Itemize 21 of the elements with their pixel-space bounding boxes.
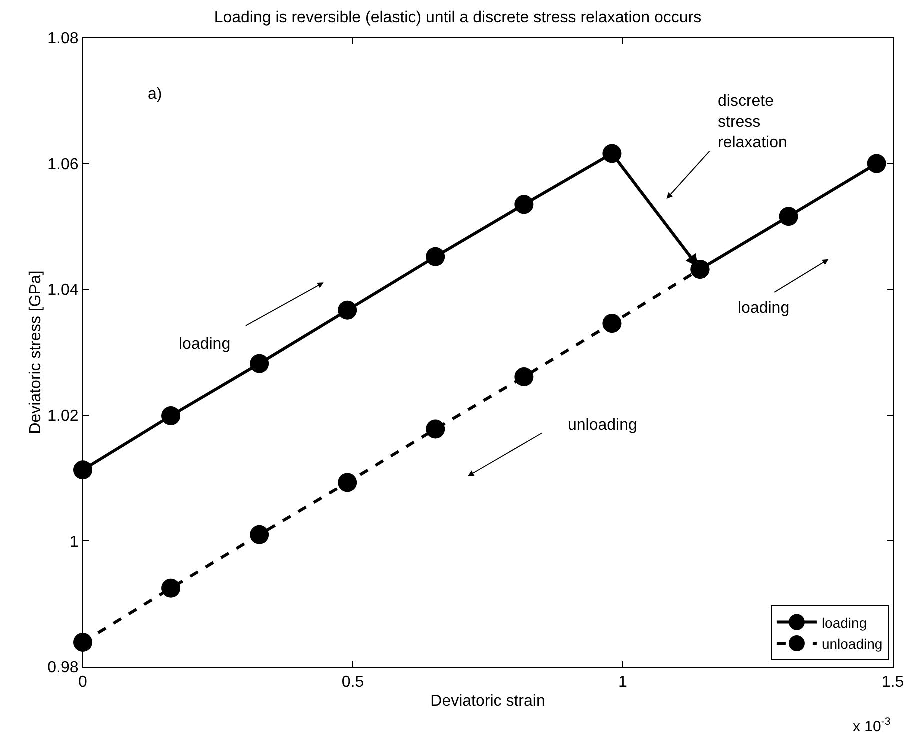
x-tick-label: 1 — [618, 674, 628, 692]
y-tick-label: 0.98 — [48, 660, 79, 677]
text: x 10$^{-3}$ — [853, 716, 891, 736]
y-tick-label: 1.02 — [48, 408, 79, 425]
chart-title: Loading is reversible (elastic) until a discrete stress relaxation occurs — [214, 9, 702, 26]
x-tick-label: 1.5 — [882, 674, 904, 692]
x-axis-title: Deviatoric strain — [430, 692, 546, 710]
y-axis-title: Deviatoric stress [GPa] — [28, 270, 45, 434]
annotation: loading — [738, 300, 790, 317]
annotation: loading — [179, 336, 231, 353]
annotation: unloading — [568, 417, 638, 434]
y-tick-label: 1.04 — [48, 282, 79, 300]
annotation: a) — [148, 86, 162, 103]
y-tick-label: 1.08 — [48, 30, 79, 48]
legend-label: unloading — [822, 636, 883, 652]
y-tick-label: 1 — [70, 534, 79, 551]
y-tick-label: 1.06 — [48, 156, 79, 174]
x-tick-label: 0 — [78, 674, 88, 692]
legend-label: loading — [822, 614, 868, 631]
x-tick-label: 0.5 — [342, 674, 364, 692]
annotation: discrete stress relaxation — [718, 93, 788, 152]
